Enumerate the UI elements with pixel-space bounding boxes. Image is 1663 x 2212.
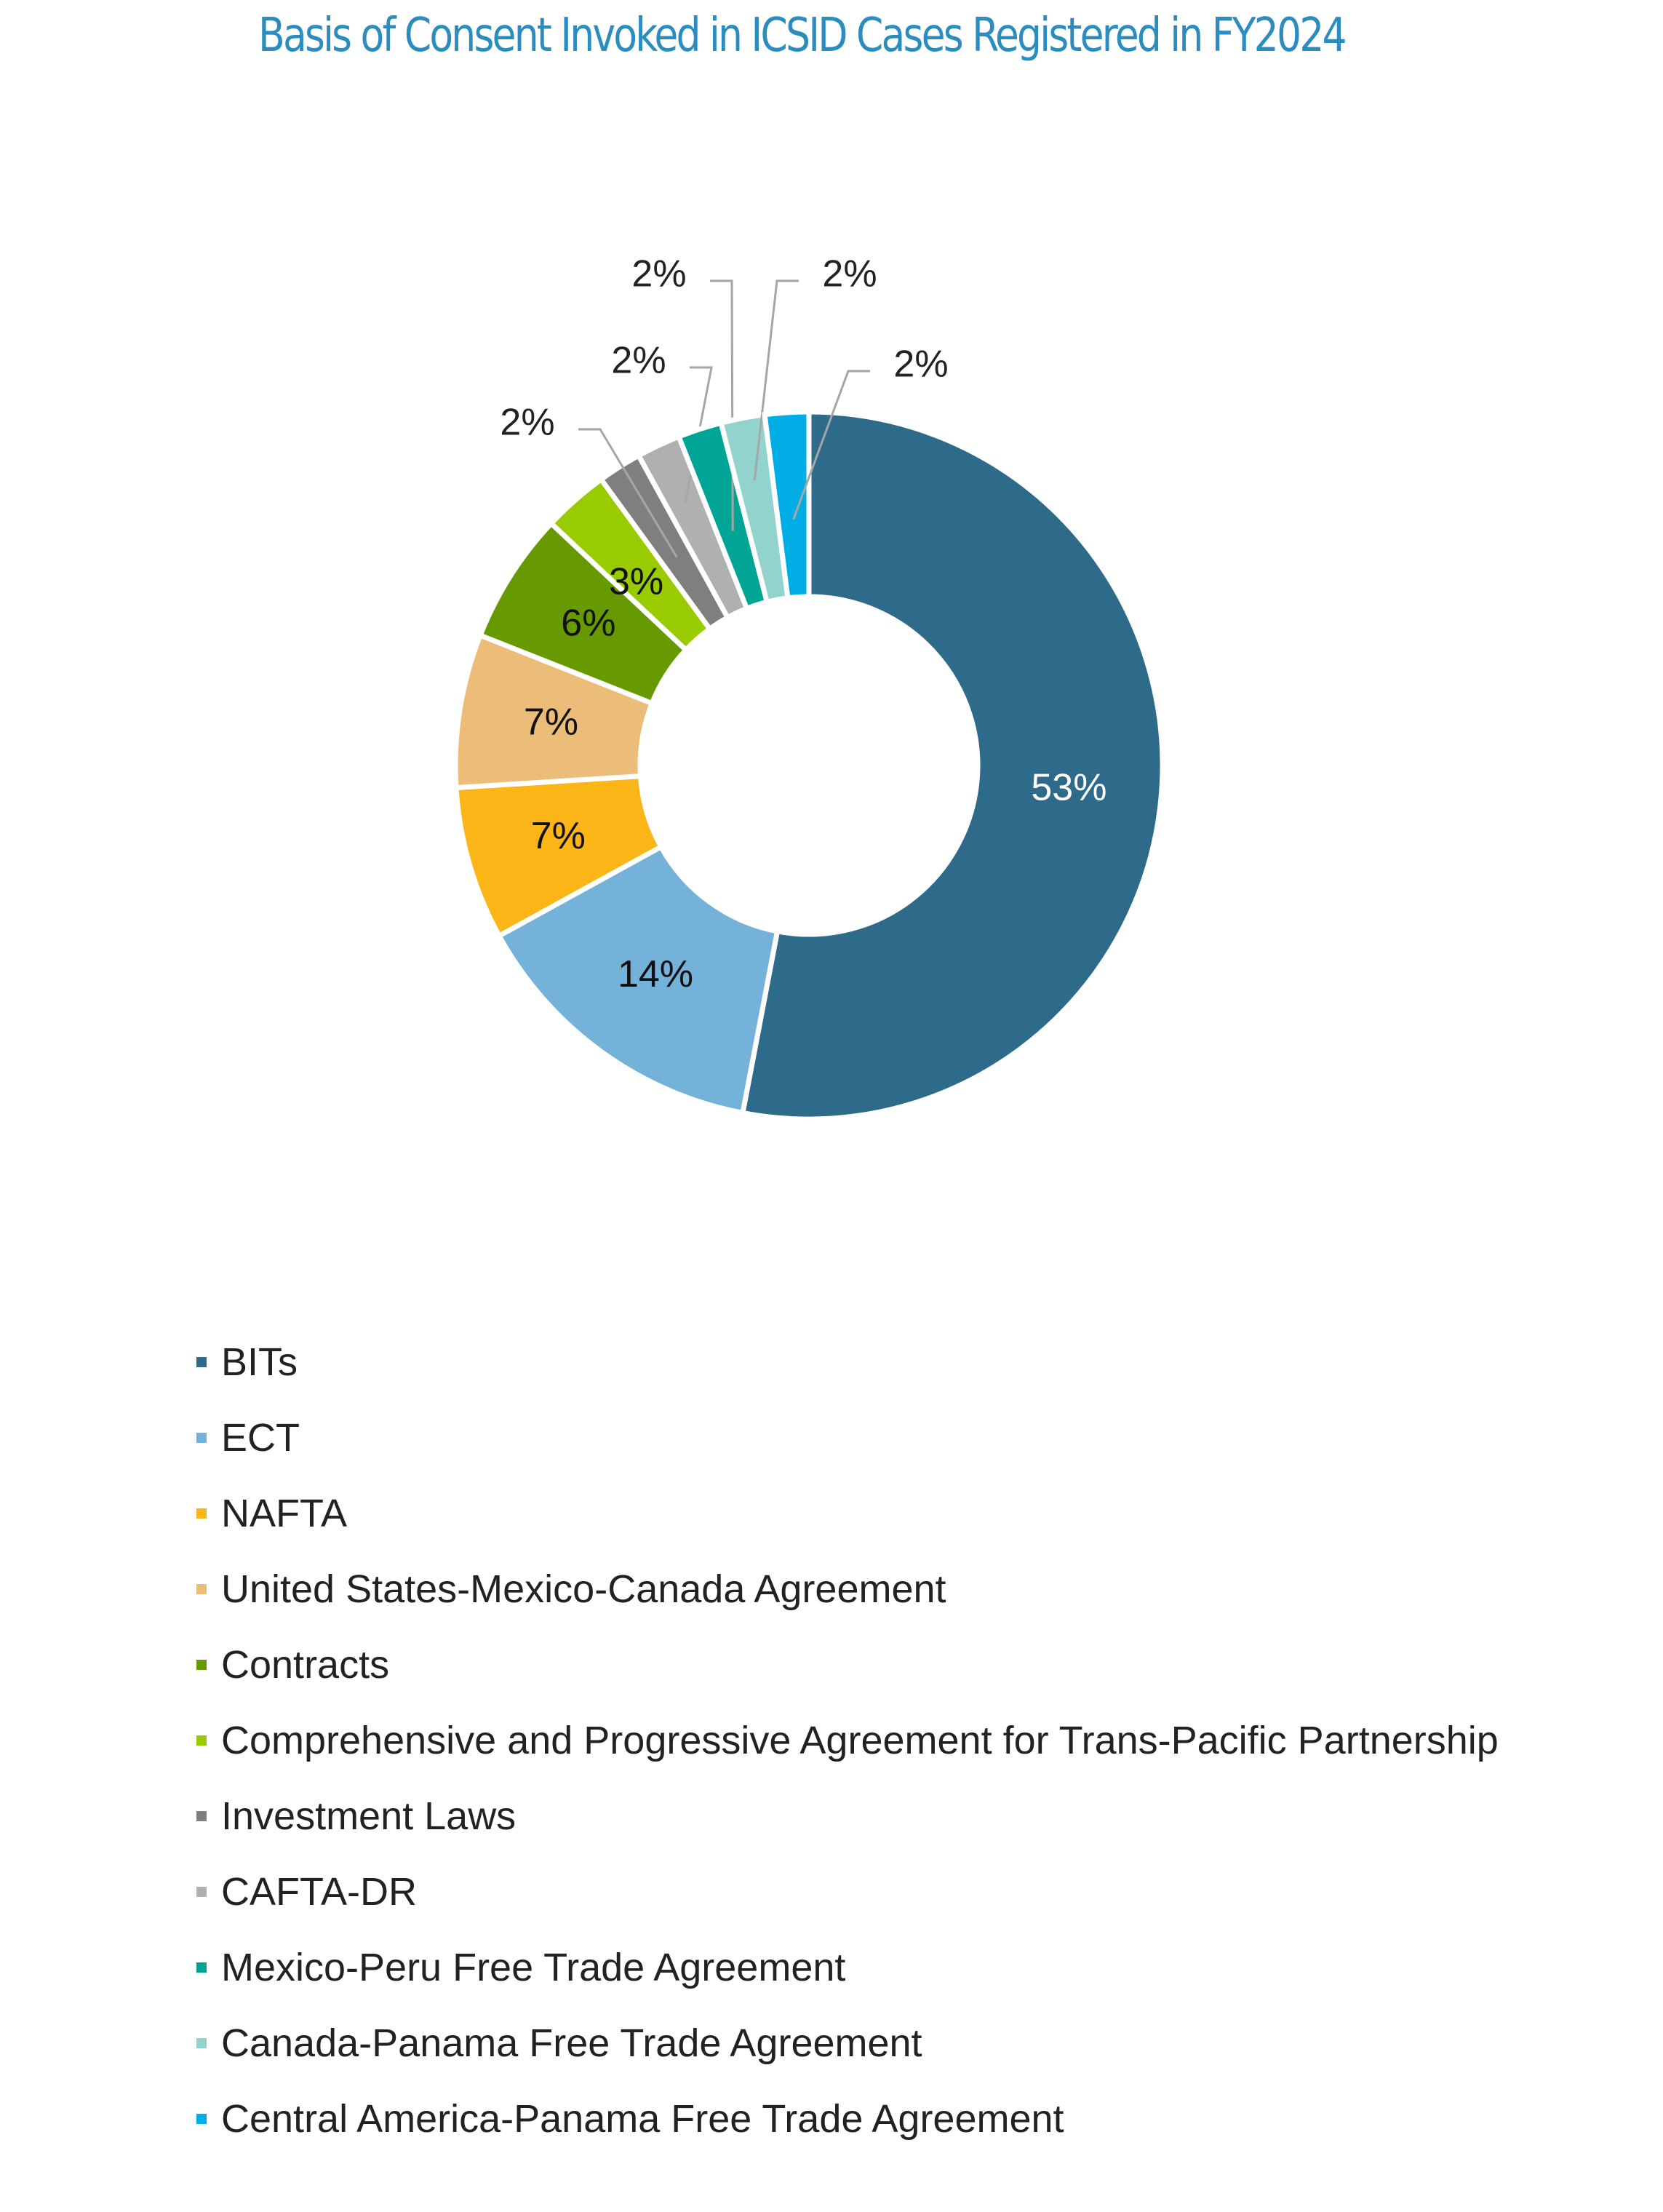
slice-ect <box>495 843 781 1116</box>
legend-label: Contracts <box>221 1643 390 1687</box>
data-label: 2% <box>822 253 877 295</box>
legend-swatch <box>196 1584 207 1594</box>
data-label: 7% <box>531 815 586 857</box>
legend-item: Contracts <box>196 1627 1499 1703</box>
legend-item: CAFTA-DR <box>196 1854 1499 1930</box>
slice-central-america-panama-free-trade-agreement <box>762 409 812 601</box>
data-label: 7% <box>524 701 578 744</box>
chart-title: Basis of Consent Invoked in ICSID Cases … <box>258 9 1347 63</box>
legend-label: ECT <box>221 1416 300 1460</box>
data-label: 53% <box>1031 767 1106 809</box>
data-label: 2% <box>500 402 554 444</box>
legend-swatch <box>196 1660 207 1670</box>
data-label: 14% <box>618 953 693 995</box>
legend-swatch <box>196 2038 207 2048</box>
legend-swatch <box>196 2114 207 2124</box>
leader-line <box>792 370 870 520</box>
legend-label: Mexico-Peru Free Trade Agreement <box>221 1946 846 1989</box>
data-label: 2% <box>631 253 686 295</box>
legend-label: CAFTA-DR <box>221 1870 417 1914</box>
legend-label: Comprehensive and Progressive Agreement … <box>221 1719 1499 1762</box>
legend-swatch <box>196 1735 207 1746</box>
data-label: 3% <box>609 560 663 602</box>
legend-label: BITs <box>221 1340 298 1384</box>
legend-swatch <box>196 1811 207 1821</box>
legend-label: NAFTA <box>221 1492 347 1535</box>
data-label: 2% <box>893 343 948 386</box>
data-label: 2% <box>611 340 666 382</box>
legend-item: Investment Laws <box>196 1778 1499 1854</box>
legend-item: Central America-Panama Free Trade Agreem… <box>196 2081 1499 2157</box>
legend-label: United States-Mexico-Canada Agreement <box>221 1567 946 1611</box>
legend-swatch <box>196 1508 207 1519</box>
legend-item: BITs <box>196 1324 1499 1400</box>
legend-item: Canada-Panama Free Trade Agreement <box>196 2005 1499 2081</box>
legend-swatch <box>196 1357 207 1367</box>
slice-bits <box>739 409 1165 1122</box>
legend-swatch <box>196 1962 207 1973</box>
legend-swatch <box>196 1433 207 1443</box>
donut-chart: 53% 14% 7% 7% 6%3% 2% 2% 2% 2% 2% <box>455 252 1165 1122</box>
legend-swatch <box>196 1887 207 1897</box>
legend-item: Comprehensive and Progressive Agreement … <box>196 1703 1499 1778</box>
legend: BITs ECT NAFTA United States-Mexico-Canada … <box>196 1324 1499 2157</box>
legend-item: Mexico-Peru Free Trade Agreement <box>196 1930 1499 2005</box>
legend-label: Canada-Panama Free Trade Agreement <box>221 2021 922 2065</box>
legend-label: Central America-Panama Free Trade Agreem… <box>221 2097 1064 2141</box>
leader-line <box>578 428 678 558</box>
legend-item: NAFTA <box>196 1476 1499 1551</box>
legend-item: ECT <box>196 1400 1499 1476</box>
data-label: 6% <box>561 602 615 644</box>
legend-label: Investment Laws <box>221 1794 517 1838</box>
legend-item: United States-Mexico-Canada Agreement <box>196 1551 1499 1627</box>
